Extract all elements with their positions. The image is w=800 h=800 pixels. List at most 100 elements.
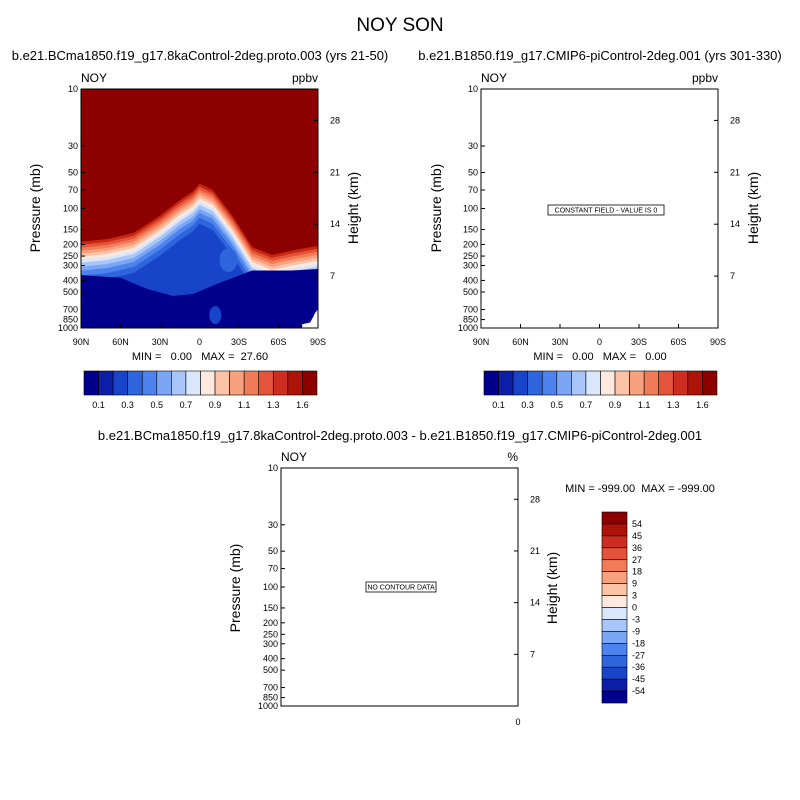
pressure-tick-label: 70 [68,185,78,195]
colorbar-label: 0.1 [92,400,105,410]
colorbar-label: 0.3 [121,400,134,410]
pressure-tick-label: 50 [68,168,78,178]
pressure-tick-label: 200 [463,239,478,249]
pressure-tick-label: 850 [63,315,78,325]
pressure-tick-label: 1000 [258,701,278,711]
height-tick-label: 28 [330,115,340,125]
pressure-tick-label: 10 [468,84,478,94]
pressure-tick-label: 500 [263,665,278,675]
pressure-tick-label: 100 [463,204,478,214]
missing-data-region [302,309,318,328]
colorbar-swatch [527,370,543,396]
pressure-tick-label: 10 [68,84,78,94]
colorbar-label: -18 [632,638,645,648]
lat-tick-label: 90S [710,337,726,347]
height-tick-label: 28 [530,494,540,504]
panel-2-y2label: Height (km) [745,172,761,244]
colorbar-label: -36 [632,662,645,672]
contour-pocket [219,248,238,273]
pressure-tick-label: 10 [268,463,278,473]
colorbar-label: 0.5 [551,400,564,410]
colorbar-swatch [302,370,318,396]
panel-1-ylabel: Pressure (mb) [27,164,43,253]
pressure-tick-label: 100 [63,204,78,214]
lat-tick-label: 90N [73,337,90,347]
pressure-tick-label: 700 [463,304,478,314]
pressure-tick-label: 100 [263,582,278,592]
colorbar-swatch [601,547,628,561]
figure-title: NOY SON [356,15,443,36]
colorbar-swatch [601,595,628,608]
colorbar-swatch [156,370,172,396]
pressure-tick-label: 50 [468,168,478,178]
pressure-tick-label: 70 [468,185,478,195]
colorbar-swatch [200,370,216,396]
colorbar-label: 0.7 [180,400,193,410]
colorbar-label: -54 [632,686,645,696]
panel-3-colorbar: 54 45 36 27 18 9 3 0-3 -9 -18 -27 -36 -45 -54 [601,511,645,704]
pressure-tick-label: 250 [63,251,78,261]
pressure-tick-label: 30 [68,141,78,151]
colorbar-swatch [127,370,143,396]
lat-tick-label: 30S [631,337,647,347]
pressure-tick-label: 150 [263,603,278,613]
colorbar-label: 1.6 [296,400,309,410]
panel-2-axes: 1030507010015020025030040050070085010002… [458,84,740,347]
pressure-tick-label: 70 [268,564,278,574]
lat-tick-label: 60N [112,337,129,347]
panel-3-message-box [365,581,437,593]
pressure-tick-label: 250 [263,629,278,639]
colorbar-swatch [643,370,660,396]
pressure-tick-label: 850 [263,693,278,703]
height-tick-label: 7 [330,271,335,281]
colorbar-swatch [601,678,628,692]
lat-tick-label: 90S [310,337,326,347]
height-tick-label: 7 [530,649,535,659]
colorbar-swatch [601,631,628,644]
colorbar-swatch [601,523,628,537]
panel-1-min-max: MIN = 0.00 MAX = 27.60 [132,351,268,363]
panel-3: b.e21.BCma1850.f19_g17.8kaControl-2deg.p… [98,428,715,727]
colorbar-swatch [658,370,674,396]
pressure-tick-label: 1000 [58,323,78,333]
panel-1-y2label: Height (km) [345,172,361,244]
colorbar-swatch [629,370,645,396]
panel-3-message: NO CONTOUR DATA [367,585,435,592]
colorbar-swatch [687,370,703,396]
pressure-tick-label: 30 [468,141,478,151]
colorbar-swatch [98,370,114,396]
panel-3-y2label: Height (km) [544,552,560,624]
panel-3-x-zero-label: 0 [515,717,520,727]
colorbar-label: 1.3 [667,400,680,410]
panel-3-ylabel: Pressure (mb) [227,544,243,633]
height-tick-label: 21 [530,546,540,556]
colorbar-swatch [141,370,158,396]
height-tick-label: 14 [730,219,740,229]
colorbar-swatch [601,511,628,525]
colorbar-swatch [601,619,628,632]
pressure-tick-label: 250 [463,251,478,261]
height-tick-label: 7 [730,271,735,281]
colorbar-swatch [601,559,628,573]
colorbar-label: 45 [632,531,642,541]
colorbar-swatch [601,607,628,620]
lat-tick-label: 0 [197,337,202,347]
pressure-tick-label: 150 [463,225,478,235]
colorbar-swatch [672,370,689,396]
colorbar-swatch [571,370,587,396]
panel-1-units-label: ppbv [292,71,318,85]
panel-2-min-max: MIN = 0.00 MAX = 0.00 [533,351,666,363]
pressure-tick-label: 500 [63,287,78,297]
colorbar-swatch [483,370,499,396]
colorbar-swatch [614,370,630,396]
colorbar-label: 9 [632,579,637,589]
panel-2-message: CONSTANT FIELD - VALUE IS 0 [555,208,658,215]
lat-tick-label: 30S [231,337,247,347]
lat-tick-label: 60S [670,337,686,347]
colorbar-swatch [702,370,718,396]
pressure-tick-label: 1000 [458,323,478,333]
colorbar-swatch [585,370,601,396]
colorbar-swatch [601,666,628,680]
panel-1-colorbar: 0.1 0.3 0.5 0.7 0.9 1.1 1.3 1.6 [83,370,318,410]
